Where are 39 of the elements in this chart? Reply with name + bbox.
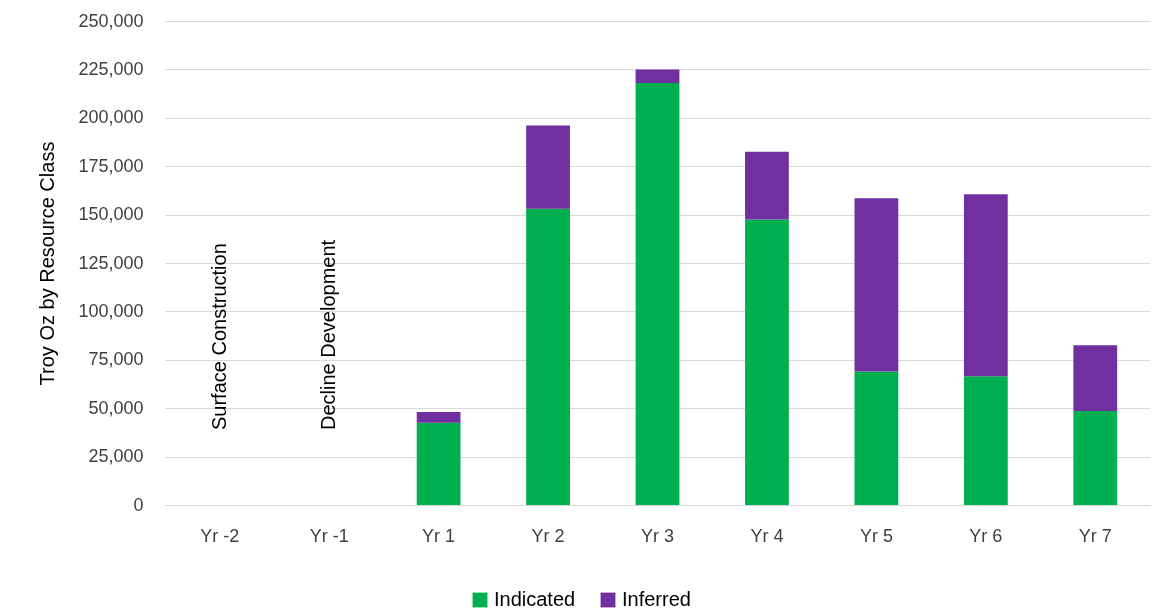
y-tick-label: 250,000 xyxy=(78,10,144,31)
x-tick-label: Yr 6 xyxy=(969,525,1003,546)
y-tick-label: 50,000 xyxy=(88,397,144,418)
bar xyxy=(416,412,461,423)
y-axis-title: Troy Oz by Resource Class xyxy=(36,141,59,386)
annotation: Decline Development xyxy=(317,239,340,430)
bar xyxy=(1073,411,1118,505)
bar xyxy=(1073,345,1118,412)
x-tick-label: Yr 4 xyxy=(750,525,784,546)
bar xyxy=(635,69,680,83)
y-tick-label: 75,000 xyxy=(88,349,144,370)
y-tick-label: 125,000 xyxy=(78,252,144,273)
legend-label: Inferred xyxy=(622,588,691,610)
x-tick-label: Yr 5 xyxy=(859,525,893,546)
y-tick-label: 175,000 xyxy=(78,155,144,176)
legend-label: Indicated xyxy=(494,588,576,610)
bar xyxy=(526,125,570,209)
bar xyxy=(635,82,680,505)
bar xyxy=(963,194,1008,377)
x-tick-label: Yr 2 xyxy=(531,525,565,546)
x-tick-label: Yr 7 xyxy=(1078,525,1112,546)
y-tick-label: 150,000 xyxy=(78,204,144,225)
y-tick-label: 0 xyxy=(133,494,144,515)
bar xyxy=(854,198,899,372)
y-tick-label: 100,000 xyxy=(78,300,144,321)
annotation: Surface Construction xyxy=(207,243,230,430)
y-tick-label: 225,000 xyxy=(78,58,144,79)
bar xyxy=(526,208,570,505)
bar xyxy=(854,371,899,505)
y-tick-label: 200,000 xyxy=(78,107,144,128)
bar xyxy=(963,376,1008,505)
x-tick-label: Yr -2 xyxy=(200,525,240,546)
y-tick-label: 25,000 xyxy=(88,446,144,467)
x-tick-label: Yr -1 xyxy=(309,525,349,546)
bar xyxy=(745,151,789,220)
bar xyxy=(416,422,461,505)
bar xyxy=(745,219,789,505)
x-tick-label: Yr 1 xyxy=(422,525,456,546)
x-tick-label: Yr 3 xyxy=(640,525,675,546)
